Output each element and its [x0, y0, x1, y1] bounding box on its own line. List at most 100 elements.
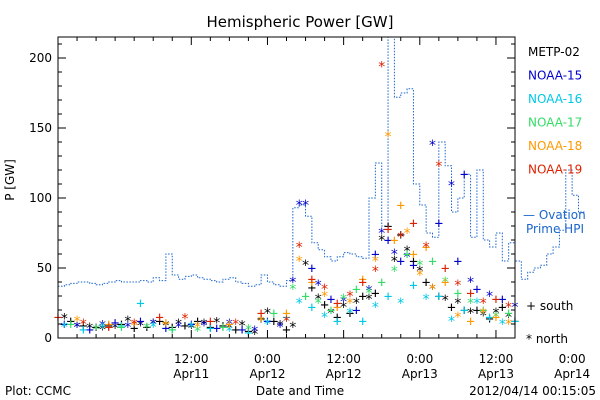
data-point-metp-02: + [346, 306, 354, 322]
data-point-metp-02: * [466, 306, 474, 322]
data-point-noaa-16: + [244, 325, 252, 341]
data-point-noaa-18: + [492, 310, 500, 326]
legend-item-noaa-16: NOAA-16 [528, 92, 582, 106]
data-point-noaa-17: + [352, 282, 360, 298]
plot-credit: Plot: CCMC [5, 384, 71, 398]
data-point-noaa-16: * [149, 320, 157, 336]
data-point-metp-02: + [460, 303, 468, 319]
data-point-noaa-16: + [409, 278, 417, 294]
data-point-noaa-16: + [384, 289, 392, 305]
data-point-noaa-18: + [422, 240, 430, 256]
data-point-noaa-19: * [282, 314, 290, 330]
x-tick-date-label: Apr13 [402, 367, 438, 381]
data-point-noaa-17: + [219, 320, 227, 336]
data-point-noaa-19: * [377, 59, 385, 75]
data-point-noaa-16: + [117, 318, 125, 334]
data-point-metp-02: + [371, 286, 379, 302]
data-point-noaa-17: * [193, 324, 201, 340]
data-point-metp-02: + [66, 314, 74, 330]
data-point-noaa-17: * [416, 258, 424, 274]
x-tick-time-label: 12:00 [479, 352, 514, 366]
chart-title: Hemispheric Power [GW] [207, 13, 394, 31]
data-point-noaa-16: * [371, 300, 379, 316]
data-point-metp-02: + [117, 317, 125, 333]
data-point-noaa-15: + [352, 303, 360, 319]
data-point-noaa-18: * [320, 289, 328, 305]
data-point-noaa-19: + [384, 222, 392, 238]
data-point-noaa-15: * [289, 275, 297, 291]
data-point-noaa-18: + [397, 198, 405, 214]
data-point-noaa-15: * [149, 317, 157, 333]
data-point-noaa-17: + [504, 306, 512, 322]
data-point-noaa-15: * [339, 295, 347, 311]
data-point-noaa-18: * [403, 226, 411, 242]
data-point-noaa-17: + [454, 286, 462, 302]
data-point-noaa-16: + [282, 310, 290, 326]
x-tick-date-label: Apr11 [173, 367, 209, 381]
data-point-noaa-15: + [397, 254, 405, 270]
data-point-metp-02: * [276, 318, 284, 334]
data-point-metp-02: * [339, 300, 347, 316]
data-point-noaa-19: * [232, 317, 240, 333]
data-point-metp-02: * [377, 233, 385, 249]
data-point-metp-02: + [320, 297, 328, 313]
data-point-metp-02: + [168, 320, 176, 336]
data-point-noaa-19: * [504, 300, 512, 316]
data-point-noaa-15: * [428, 138, 436, 154]
data-point-noaa-15: + [308, 261, 316, 277]
ovation-series [58, 36, 585, 287]
data-point-noaa-17: + [403, 247, 411, 263]
data-point-noaa-17: + [479, 303, 487, 319]
data-point-metp-02: + [270, 314, 278, 330]
data-point-metp-02: + [105, 318, 113, 334]
data-point-metp-02: + [193, 314, 201, 330]
data-point-noaa-15: * [225, 317, 233, 333]
data-point-noaa-15: * [390, 247, 398, 263]
data-point-noaa-16: * [346, 306, 354, 322]
data-point-noaa-18: + [282, 306, 290, 322]
data-point-noaa-18: * [257, 314, 265, 330]
legend-item-noaa-19: NOAA-19 [528, 163, 582, 177]
data-point-metp-02: + [244, 324, 252, 340]
data-point-metp-02: + [485, 311, 493, 327]
data-point-noaa-17: + [327, 303, 335, 319]
data-point-metp-02: + [498, 300, 506, 316]
data-point-noaa-17: * [143, 321, 151, 337]
data-point-metp-02: * [60, 311, 68, 327]
data-point-metp-02: + [447, 300, 455, 316]
data-point-noaa-19: * [371, 264, 379, 280]
x-tick-time-label: 0:00 [559, 352, 586, 366]
data-point-noaa-18: * [346, 296, 354, 312]
data-point-metp-02: + [92, 320, 100, 336]
data-point-noaa-15: + [162, 321, 170, 337]
data-point-metp-02: * [162, 318, 170, 334]
data-point-noaa-19: * [435, 159, 443, 175]
data-point-noaa-16: + [358, 314, 366, 330]
data-point-metp-02: + [358, 289, 366, 305]
x-tick-date-label: Apr12 [249, 367, 285, 381]
data-point-noaa-19: + [206, 314, 214, 330]
x-tick-time-label: 12:00 [174, 352, 209, 366]
data-point-metp-02: * [479, 309, 487, 325]
data-point-noaa-16: + [79, 323, 87, 339]
data-point-noaa-16: * [397, 296, 405, 312]
data-point-metp-02: * [174, 317, 182, 333]
x-tick-time-label: 12:00 [326, 352, 361, 366]
data-point-metp-02: * [454, 296, 462, 312]
data-point-noaa-19: * [479, 296, 487, 312]
data-point-noaa-16: + [485, 310, 493, 326]
data-point-noaa-18: * [384, 129, 392, 145]
legend: METP-02 NOAA-15 NOAA-16 NOAA-17 NOAA-18 NOAA-… [528, 45, 582, 177]
data-point-noaa-16: * [295, 296, 303, 312]
data-point-metp-02: + [282, 323, 290, 339]
y-axis-label: P [GW] [3, 159, 17, 201]
data-point-metp-02: + [422, 275, 430, 291]
data-point-noaa-18: + [358, 272, 366, 288]
data-point-noaa-15: * [365, 283, 373, 299]
legend-item-metp-02: METP-02 [528, 45, 580, 59]
y-tick-label: 200 [29, 51, 52, 65]
data-point-noaa-15: + [187, 317, 195, 333]
data-point-noaa-17: + [270, 306, 278, 322]
data-point-noaa-16: + [136, 296, 144, 312]
data-point-metp-02: * [314, 292, 322, 308]
